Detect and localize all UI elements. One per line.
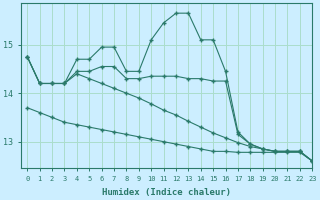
X-axis label: Humidex (Indice chaleur): Humidex (Indice chaleur) [102,188,231,197]
